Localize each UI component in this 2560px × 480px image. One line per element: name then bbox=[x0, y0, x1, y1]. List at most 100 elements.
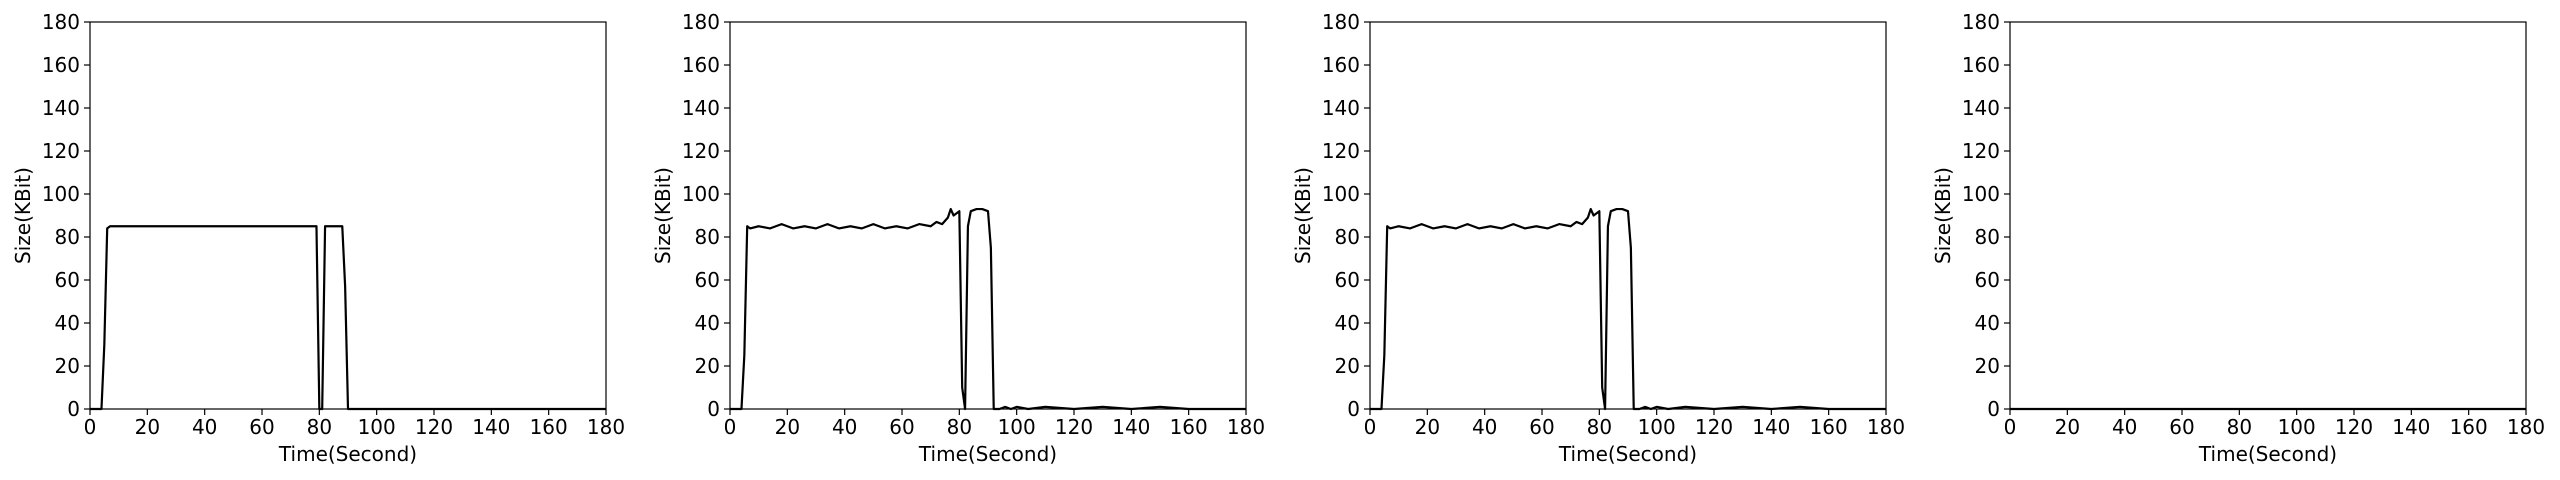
y-tick-label: 20 bbox=[55, 354, 80, 378]
x-tick-label: 160 bbox=[530, 415, 568, 439]
y-tick-label: 40 bbox=[1975, 311, 2000, 335]
plot-frame bbox=[2009, 21, 2527, 410]
y-axis-label: Size(KBit) bbox=[1291, 167, 1315, 264]
y-tick-label: 60 bbox=[55, 268, 80, 292]
y-tick-label: 80 bbox=[1975, 225, 2000, 249]
x-tick-label: 100 bbox=[998, 415, 1036, 439]
x-axis-label: Time(Second) bbox=[1558, 442, 1697, 466]
y-tick-label: 80 bbox=[55, 225, 80, 249]
y-tick-label: 140 bbox=[682, 96, 720, 120]
series-line bbox=[1370, 207, 1886, 411]
x-tick-label: 60 bbox=[2169, 415, 2194, 439]
x-axis-label: Time(Second) bbox=[918, 442, 1057, 466]
x-tick-label: 40 bbox=[832, 415, 857, 439]
x-tick-label: 40 bbox=[1472, 415, 1497, 439]
y-tick-label: 40 bbox=[695, 311, 720, 335]
y-tick-label: 20 bbox=[695, 354, 720, 378]
x-tick-label: 0 bbox=[84, 415, 97, 439]
y-tick-label: 0 bbox=[1347, 397, 1360, 421]
plot-frame bbox=[89, 21, 607, 410]
x-tick-label: 60 bbox=[1529, 415, 1554, 439]
y-tick-label: 180 bbox=[1322, 10, 1360, 34]
x-tick-label: 180 bbox=[1227, 415, 1265, 439]
x-tick-label: 180 bbox=[587, 415, 625, 439]
y-tick-label: 120 bbox=[682, 139, 720, 163]
x-tick-label: 0 bbox=[724, 415, 737, 439]
x-tick-label: 100 bbox=[2278, 415, 2316, 439]
x-tick-label: 160 bbox=[1810, 415, 1848, 439]
y-tick-label: 60 bbox=[695, 268, 720, 292]
x-tick-label: 20 bbox=[1415, 415, 1440, 439]
x-axis-label: Time(Second) bbox=[278, 442, 417, 466]
y-tick-label: 120 bbox=[1322, 139, 1360, 163]
x-tick-label: 120 bbox=[1695, 415, 1733, 439]
series-line bbox=[90, 225, 606, 411]
x-tick-label: 180 bbox=[2507, 415, 2545, 439]
y-tick-label: 0 bbox=[707, 397, 720, 421]
y-tick-label: 60 bbox=[1335, 268, 1360, 292]
x-tick-label: 140 bbox=[472, 415, 510, 439]
chart-panel-2: 0 20 40 60 80 100 120 140 160 180 0 20 40 60 80 100 120 1… bbox=[651, 10, 1265, 466]
x-tick-label: 40 bbox=[2112, 415, 2137, 439]
x-tick-label: 140 bbox=[1112, 415, 1150, 439]
y-tick-label: 140 bbox=[1322, 96, 1360, 120]
x-tick-label: 80 bbox=[1587, 415, 1612, 439]
y-tick-label: 160 bbox=[42, 53, 80, 77]
x-tick-label: 20 bbox=[2055, 415, 2080, 439]
x-tick-label: 0 bbox=[2004, 415, 2017, 439]
y-tick-label: 140 bbox=[42, 96, 80, 120]
x-tick-label: 80 bbox=[307, 415, 332, 439]
y-axis-label: Size(KBit) bbox=[11, 167, 35, 264]
y-tick-label: 120 bbox=[1962, 139, 2000, 163]
x-tick-label: 60 bbox=[249, 415, 274, 439]
x-tick-label: 0 bbox=[1364, 415, 1377, 439]
chart-panel-3: 0 20 40 60 80 100 120 140 160 180 0 20 40 60 80 100 120 1… bbox=[1291, 10, 1905, 466]
y-axis-label: Size(KBit) bbox=[1931, 167, 1955, 264]
y-axis-label: Size(KBit) bbox=[651, 167, 675, 264]
y-tick-label: 120 bbox=[42, 139, 80, 163]
series-line bbox=[730, 207, 1246, 411]
x-tick-label: 100 bbox=[1638, 415, 1676, 439]
x-tick-label: 80 bbox=[2227, 415, 2252, 439]
y-tick-label: 80 bbox=[695, 225, 720, 249]
y-tick-label: 140 bbox=[1962, 96, 2000, 120]
x-tick-label: 140 bbox=[2392, 415, 2430, 439]
y-tick-label: 160 bbox=[1962, 53, 2000, 77]
y-tick-label: 40 bbox=[55, 311, 80, 335]
y-tick-label: 80 bbox=[1335, 225, 1360, 249]
y-tick-label: 100 bbox=[1322, 182, 1360, 206]
x-tick-label: 160 bbox=[2450, 415, 2488, 439]
x-tick-label: 40 bbox=[192, 415, 217, 439]
y-tick-label: 60 bbox=[1975, 268, 2000, 292]
x-tick-label: 120 bbox=[415, 415, 453, 439]
y-tick-label: 100 bbox=[1962, 182, 2000, 206]
y-tick-label: 40 bbox=[1335, 311, 1360, 335]
y-tick-label: 0 bbox=[1987, 397, 2000, 421]
y-tick-label: 180 bbox=[42, 10, 80, 34]
chart-panel-4: 0 20 40 60 80 100 120 140 160 180 0 20 40 60 80 100 120 1… bbox=[1931, 10, 2545, 466]
x-axis-label: Time(Second) bbox=[2198, 442, 2337, 466]
y-tick-label: 20 bbox=[1335, 354, 1360, 378]
x-tick-label: 20 bbox=[775, 415, 800, 439]
x-tick-label: 120 bbox=[2335, 415, 2373, 439]
x-tick-label: 120 bbox=[1055, 415, 1093, 439]
plot-frame bbox=[1369, 21, 1887, 410]
y-tick-label: 160 bbox=[1322, 53, 1360, 77]
y-tick-label: 180 bbox=[1962, 10, 2000, 34]
y-tick-label: 100 bbox=[682, 182, 720, 206]
y-tick-label: 0 bbox=[67, 397, 80, 421]
x-tick-label: 20 bbox=[135, 415, 160, 439]
y-tick-label: 20 bbox=[1975, 354, 2000, 378]
x-tick-label: 140 bbox=[1752, 415, 1790, 439]
x-tick-label: 100 bbox=[358, 415, 396, 439]
x-tick-label: 180 bbox=[1867, 415, 1905, 439]
y-tick-label: 180 bbox=[682, 10, 720, 34]
x-tick-label: 60 bbox=[889, 415, 914, 439]
plot-frame bbox=[729, 21, 1247, 410]
y-tick-label: 100 bbox=[42, 182, 80, 206]
x-tick-label: 160 bbox=[1170, 415, 1208, 439]
x-tick-label: 80 bbox=[947, 415, 972, 439]
chart-panel-1: 0 20 40 60 80 100 120 140 160 180 0 20 40 60 80 100 120 1… bbox=[11, 10, 625, 466]
y-tick-label: 160 bbox=[682, 53, 720, 77]
